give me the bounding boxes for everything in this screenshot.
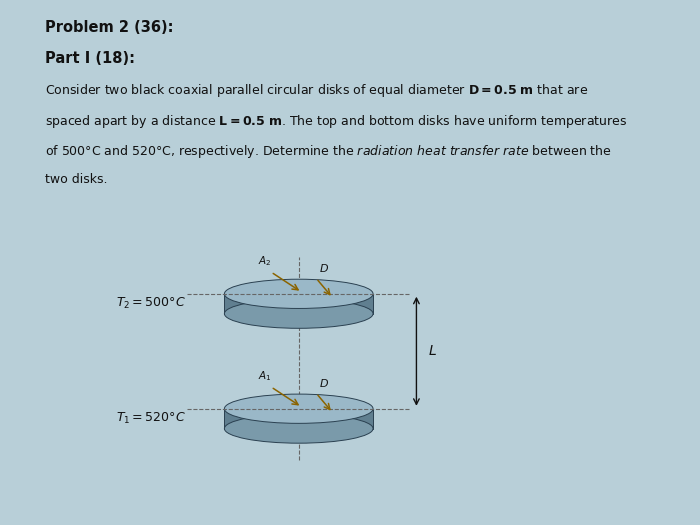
Text: $T_1 = 520°C$: $T_1 = 520°C$: [116, 411, 186, 426]
Text: $T_2 = 500°C$: $T_2 = 500°C$: [116, 296, 186, 311]
Text: $A_1$: $A_1$: [258, 369, 272, 383]
Text: Problem 2 (36):: Problem 2 (36):: [45, 19, 174, 35]
Ellipse shape: [225, 414, 373, 443]
Text: Part I (18):: Part I (18):: [45, 51, 135, 66]
Text: spaced apart by a distance $\mathbf{L = 0.5\ m}$. The top and bottom disks have : spaced apart by a distance $\mathbf{L = …: [45, 113, 627, 130]
Polygon shape: [225, 409, 373, 428]
Text: $D$: $D$: [318, 262, 328, 274]
Polygon shape: [225, 294, 373, 313]
Ellipse shape: [225, 299, 373, 328]
Text: of 500°C and 520°C, respectively. Determine the $\mathbf{\mathit{radiation\ heat: of 500°C and 520°C, respectively. Determ…: [45, 143, 612, 160]
Text: $D$: $D$: [318, 377, 328, 389]
Text: $A_2$: $A_2$: [258, 254, 272, 268]
Text: $L$: $L$: [428, 344, 437, 358]
Text: two disks.: two disks.: [45, 173, 107, 186]
Ellipse shape: [225, 279, 373, 309]
Ellipse shape: [225, 394, 373, 423]
Text: Consider two black coaxial parallel circular disks of equal diameter $\mathbf{D : Consider two black coaxial parallel circ…: [45, 82, 588, 99]
